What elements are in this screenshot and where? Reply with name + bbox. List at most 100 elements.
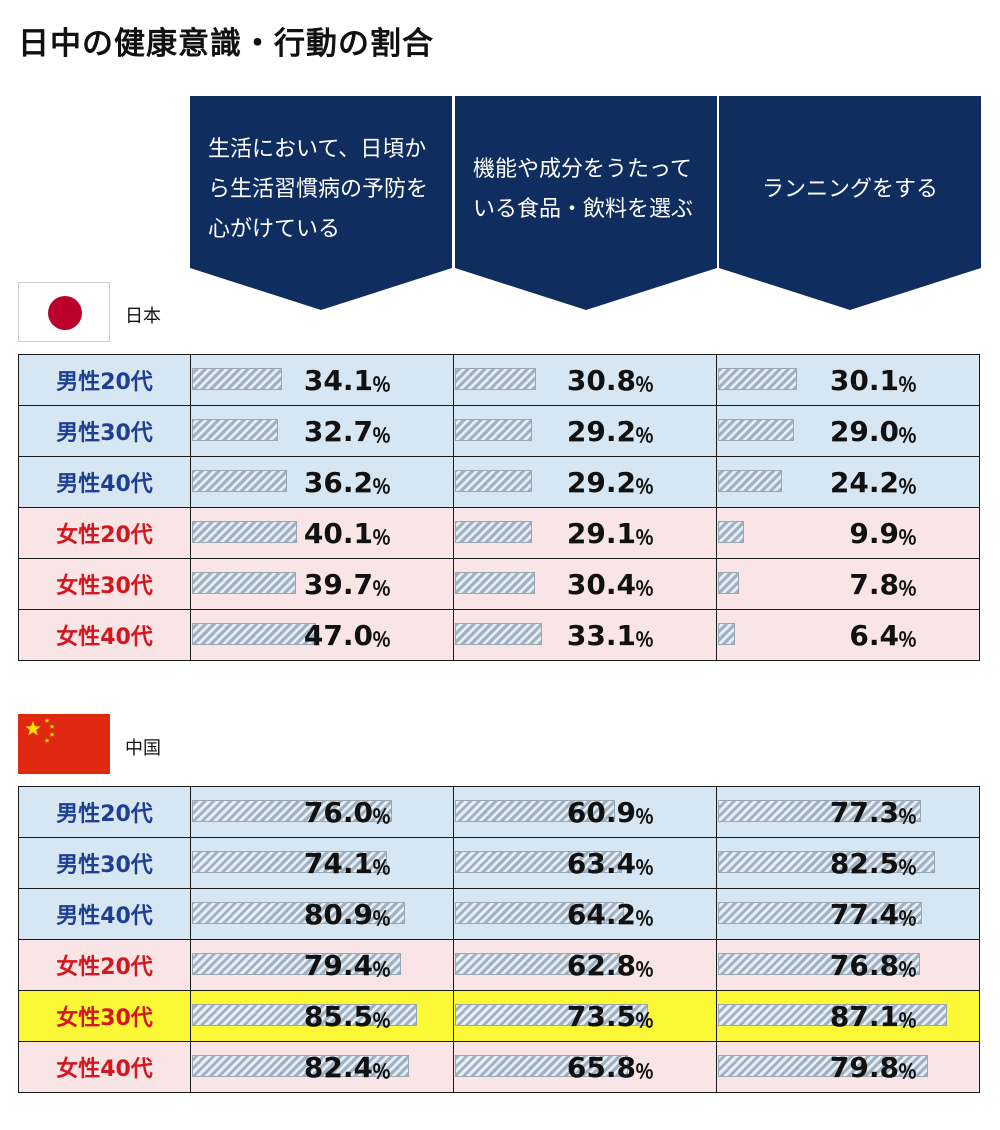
- value-label: 6.4: [849, 618, 899, 652]
- percent-unit: ％: [371, 475, 391, 498]
- value-label: 79.8: [829, 1050, 899, 1084]
- value-bar: [192, 1004, 417, 1026]
- value-label: 30.8: [566, 363, 636, 397]
- value-cell: 62.8 ％: [453, 939, 717, 991]
- percent-unit: ％: [634, 526, 654, 549]
- value-bar: [455, 902, 624, 924]
- value-cell: 85.5 ％: [190, 990, 454, 1042]
- row-label: 男性40代: [18, 888, 191, 940]
- value-bar: [718, 419, 794, 441]
- value-bar: [718, 1055, 928, 1077]
- percent-unit: ％: [897, 958, 917, 981]
- percent-unit: ％: [897, 424, 917, 447]
- value-cell: 24.2 ％: [716, 456, 980, 508]
- percent-unit: ％: [897, 475, 917, 498]
- value-cell: 77.3 ％: [716, 786, 980, 838]
- value-label: 82.5: [829, 846, 899, 880]
- value-bar: [718, 902, 922, 924]
- value-bar: [192, 368, 282, 390]
- value-bar: [718, 953, 920, 975]
- value-bar: [192, 902, 405, 924]
- value-bar: [192, 470, 287, 492]
- china-flag-stars: [25, 718, 55, 743]
- value-cell: 87.1 ％: [716, 990, 980, 1042]
- value-cell: 29.2 ％: [453, 405, 717, 457]
- value-cell: 30.1 ％: [716, 354, 980, 406]
- percent-unit: ％: [897, 577, 917, 600]
- value-cell: 76.0 ％: [190, 786, 454, 838]
- percent-unit: ％: [634, 1009, 654, 1032]
- table-row: 女性30代 85.5 ％ 73.5 ％ 87.1 ％: [18, 990, 980, 1042]
- value-bar: [455, 623, 542, 645]
- row-label: 女性30代: [18, 558, 191, 610]
- percent-unit: ％: [371, 805, 391, 828]
- table-row: 女性20代 40.1 ％ 29.1 ％ 9.9 ％: [18, 507, 980, 559]
- value-cell: 40.1 ％: [190, 507, 454, 559]
- percent-unit: ％: [634, 958, 654, 981]
- row-label: 女性30代: [18, 990, 191, 1042]
- value-cell: 79.8 ％: [716, 1041, 980, 1093]
- value-label: 29.2: [566, 414, 636, 448]
- value-label: 47.0: [303, 618, 373, 652]
- percent-unit: ％: [371, 1060, 391, 1083]
- value-label: 82.4: [303, 1050, 373, 1084]
- value-label: 87.1: [829, 999, 899, 1033]
- value-label: 85.5: [303, 999, 373, 1033]
- value-label: 24.2: [829, 465, 899, 499]
- column-header-lifestyle-disease: 生活において、日頃から生活習慣病の予防を心がけている: [190, 96, 452, 310]
- percent-unit: ％: [371, 424, 391, 447]
- value-cell: 63.4 ％: [453, 837, 717, 889]
- value-bar: [455, 419, 532, 441]
- percent-unit: ％: [897, 1060, 917, 1083]
- value-label: 32.7: [303, 414, 373, 448]
- value-label: 73.5: [566, 999, 636, 1033]
- value-label: 29.2: [566, 465, 636, 499]
- value-bar: [455, 851, 622, 873]
- value-cell: 9.9 ％: [716, 507, 980, 559]
- value-bar: [192, 572, 296, 594]
- percent-unit: ％: [371, 628, 391, 651]
- column-header-functional-food: 機能や成分をうたっている食品・飲料を選ぶ: [455, 96, 717, 310]
- value-cell: 36.2 ％: [190, 456, 454, 508]
- country-label-japan: 日本: [125, 306, 161, 327]
- value-label: 34.1: [303, 363, 373, 397]
- value-label: 64.2: [566, 897, 636, 931]
- value-cell: 39.7 ％: [190, 558, 454, 610]
- page-title: 日中の健康意識・行動の割合: [18, 26, 434, 62]
- value-label: 30.4: [566, 567, 636, 601]
- japan-data-table: 男性20代 34.1 ％ 30.8 ％ 30.1 ％男性30代 32.7 ％ 29.2 ％ 29.0 ％…: [18, 354, 980, 661]
- value-cell: 47.0 ％: [190, 609, 454, 661]
- table-row: 女性40代 82.4 ％ 65.8 ％ 79.8 ％: [18, 1041, 980, 1093]
- table-row: 女性20代 79.4 ％ 62.8 ％ 76.8 ％: [18, 939, 980, 991]
- percent-unit: ％: [634, 373, 654, 396]
- value-bar: [718, 572, 739, 594]
- value-cell: 82.4 ％: [190, 1041, 454, 1093]
- row-label: 男性40代: [18, 456, 191, 508]
- value-label: 29.0: [829, 414, 899, 448]
- value-bar: [192, 851, 387, 873]
- percent-unit: ％: [371, 373, 391, 396]
- value-label: 33.1: [566, 618, 636, 652]
- value-cell: 79.4 ％: [190, 939, 454, 991]
- value-label: 62.8: [566, 948, 636, 982]
- value-cell: 76.8 ％: [716, 939, 980, 991]
- table-row: 男性30代 74.1 ％ 63.4 ％ 82.5 ％: [18, 837, 980, 889]
- percent-unit: ％: [371, 577, 391, 600]
- value-cell: 60.9 ％: [453, 786, 717, 838]
- value-cell: 82.5 ％: [716, 837, 980, 889]
- percent-unit: ％: [897, 856, 917, 879]
- china-flag-icon: [18, 714, 110, 774]
- value-bar: [455, 1004, 648, 1026]
- table-row: 男性20代 34.1 ％ 30.8 ％ 30.1 ％: [18, 354, 980, 406]
- percent-unit: ％: [634, 805, 654, 828]
- value-cell: 34.1 ％: [190, 354, 454, 406]
- value-label: 77.4: [829, 897, 899, 931]
- row-label: 女性40代: [18, 1041, 191, 1093]
- column-header-label: 生活において、日頃から生活習慣病の予防を心がけている: [208, 137, 429, 242]
- row-label: 女性20代: [18, 507, 191, 559]
- value-cell: 29.1 ％: [453, 507, 717, 559]
- japan-flag-icon: [18, 282, 110, 342]
- value-bar: [192, 419, 278, 441]
- percent-unit: ％: [371, 856, 391, 879]
- percent-unit: ％: [634, 907, 654, 930]
